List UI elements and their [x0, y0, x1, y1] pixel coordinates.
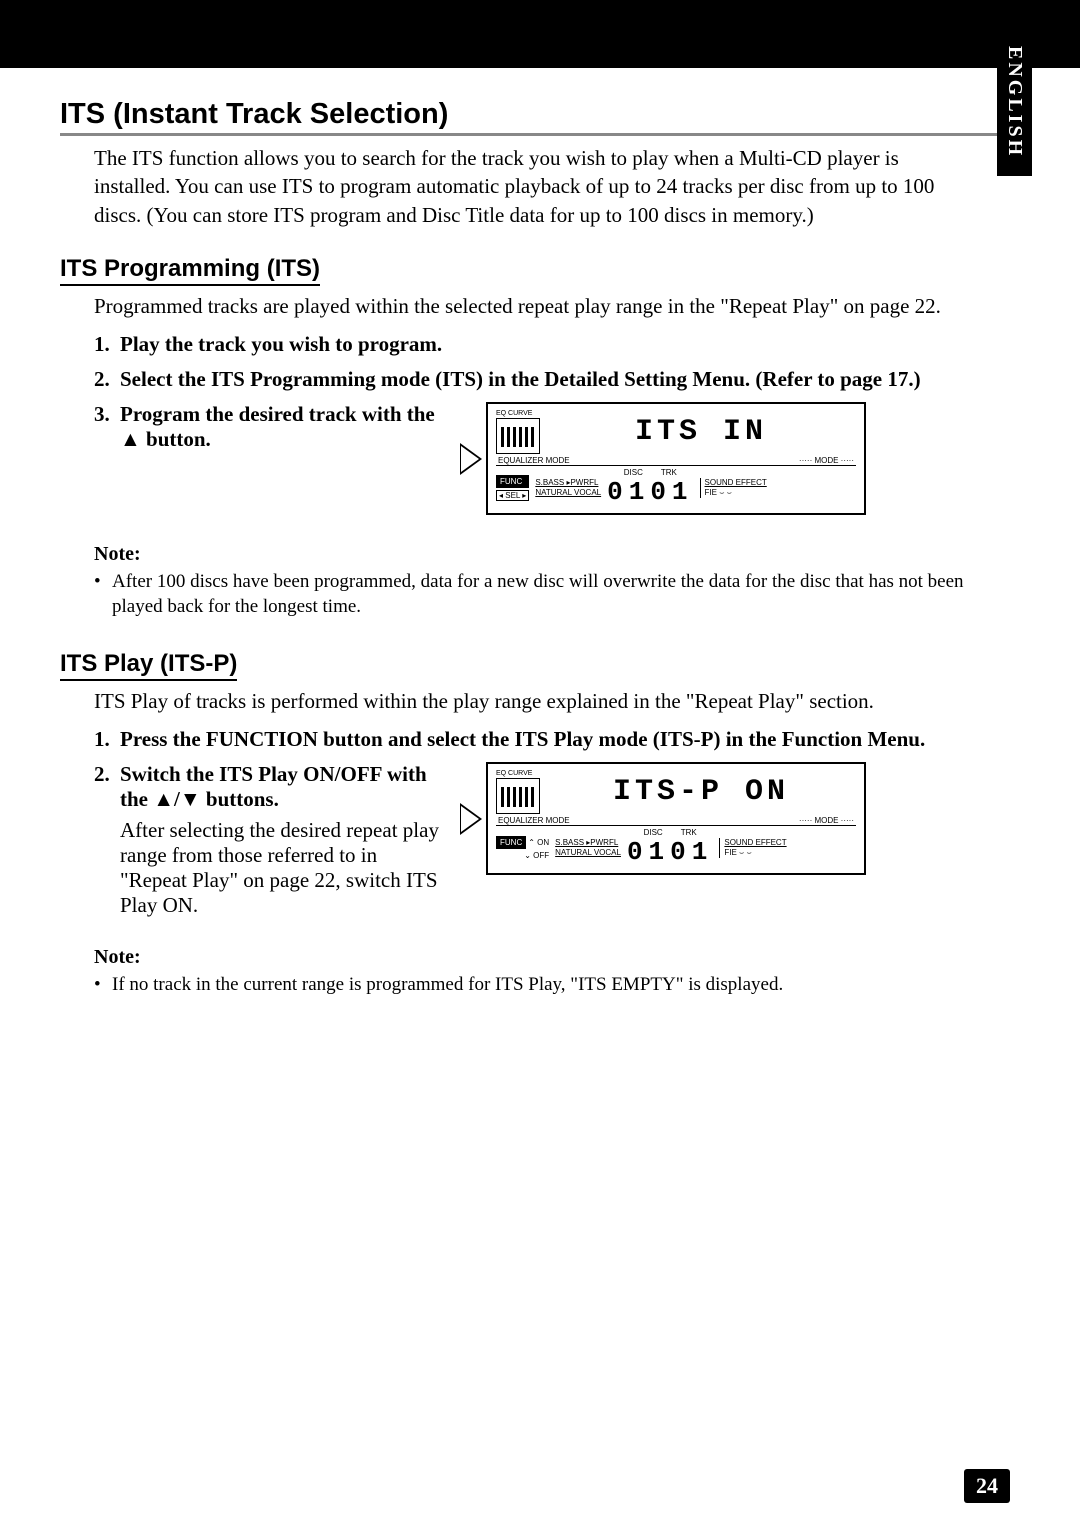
step-3: 3. Program the desired track with the ▲ … — [94, 402, 1010, 515]
natural-label: NATURAL VOCAL — [535, 488, 601, 497]
eq-label: EQ CURVE — [496, 770, 540, 777]
lcd-display: EQ CURVE ITS IN EQUALIZER MODE ····· MOD… — [486, 402, 866, 515]
natural-label: NATURAL VOCAL — [555, 848, 621, 857]
disc-label: DISC — [644, 828, 663, 837]
step-text: Press the FUNCTION button and select the… — [120, 727, 1010, 752]
mode-label: ····· MODE ····· — [799, 456, 854, 465]
language-tab: ENGLISH — [997, 28, 1032, 176]
fie-label: FIE ⌣ ⌣ — [724, 848, 786, 858]
fie-label: FIE ⌣ ⌣ — [705, 488, 767, 498]
note-list: • After 100 discs have been programmed, … — [94, 570, 1010, 619]
section-its-programming: ITS Programming (ITS) Programmed tracks … — [60, 255, 1010, 620]
step-text: Play the track you wish to program. — [120, 332, 1010, 357]
sbass-label: S.BASS ▸PWRFL — [555, 838, 621, 847]
step-number: 1. — [94, 727, 120, 752]
on-label: ⌃ ON — [528, 838, 549, 847]
page-content: ENGLISH ITS (Instant Track Selection) Th… — [0, 68, 1080, 998]
section-its-play: ITS Play (ITS-P) ITS Play of tracks is p… — [60, 650, 1010, 998]
step-2: 2. Switch the ITS Play ON/OFF with the ▲… — [94, 762, 1010, 918]
step-number: 1. — [94, 332, 120, 357]
note-heading: Note: — [94, 946, 1010, 969]
header-bar — [0, 0, 1080, 68]
step-number: 2. — [94, 762, 120, 918]
step-text: Select the ITS Programming mode (ITS) in… — [120, 367, 1010, 392]
segment-main: ITS IN — [546, 415, 856, 449]
bullet-icon: • — [94, 570, 112, 619]
eq-mode-label: EQUALIZER MODE — [498, 456, 570, 465]
sound-effect-label: SOUND EFFECT — [705, 478, 767, 487]
triangle-icon — [460, 803, 482, 835]
step-text: Switch the ITS Play ON/OFF with the ▲/▼ … — [120, 762, 440, 812]
sel-label: ◂ SEL ▸ — [496, 490, 529, 501]
segment-number: 0101 — [607, 477, 693, 507]
eq-mode-label: EQUALIZER MODE — [498, 816, 570, 825]
eq-curve-icon — [496, 778, 540, 814]
display-illustration: EQ CURVE ITS-P ON EQUALIZER MODE ····· M… — [460, 762, 866, 875]
note-heading: Note: — [94, 543, 1010, 566]
step-2: 2. Select the ITS Programming mode (ITS)… — [94, 367, 1010, 392]
step-number: 2. — [94, 367, 120, 392]
section2-intro: ITS Play of tracks is performed within t… — [94, 687, 1010, 715]
off-label: ⌄ OFF — [496, 851, 549, 860]
func-label: FUNC — [496, 836, 526, 849]
mode-label: ····· MODE ····· — [799, 816, 854, 825]
segment-number: 0101 — [627, 837, 713, 867]
display-illustration: EQ CURVE ITS IN EQUALIZER MODE ····· MOD… — [460, 402, 866, 515]
page-number-badge: 24 — [964, 1469, 1010, 1503]
section1-intro: Programmed tracks are played within the … — [94, 292, 1010, 320]
step-text: Program the desired track with the ▲ but… — [120, 402, 440, 452]
section1-title: ITS Programming (ITS) — [60, 255, 320, 286]
note-text: If no track in the current range is prog… — [112, 973, 783, 998]
note-text: After 100 discs have been programmed, da… — [112, 570, 1010, 619]
triangle-icon — [460, 443, 482, 475]
bullet-icon: • — [94, 973, 112, 998]
func-label: FUNC — [496, 475, 529, 488]
step-1: 1. Press the FUNCTION button and select … — [94, 727, 1010, 752]
eq-label: EQ CURVE — [496, 410, 540, 417]
trk-label: TRK — [661, 468, 677, 477]
disc-label: DISC — [624, 468, 643, 477]
section2-title: ITS Play (ITS-P) — [60, 650, 237, 681]
eq-curve-icon — [496, 418, 540, 454]
trk-label: TRK — [681, 828, 697, 837]
sbass-label: S.BASS ▸PWRFL — [535, 478, 601, 487]
segment-main: ITS-P ON — [546, 775, 856, 809]
step-number: 3. — [94, 402, 120, 515]
sound-effect-label: SOUND EFFECT — [724, 838, 786, 847]
step-1: 1. Play the track you wish to program. — [94, 332, 1010, 357]
note-list: • If no track in the current range is pr… — [94, 973, 1010, 998]
step-after-text: After selecting the desired repeat play … — [120, 818, 440, 918]
lcd-display: EQ CURVE ITS-P ON EQUALIZER MODE ····· M… — [486, 762, 866, 875]
intro-text: The ITS function allows you to search fo… — [94, 144, 1010, 229]
main-title: ITS (Instant Track Selection) — [60, 98, 1010, 136]
